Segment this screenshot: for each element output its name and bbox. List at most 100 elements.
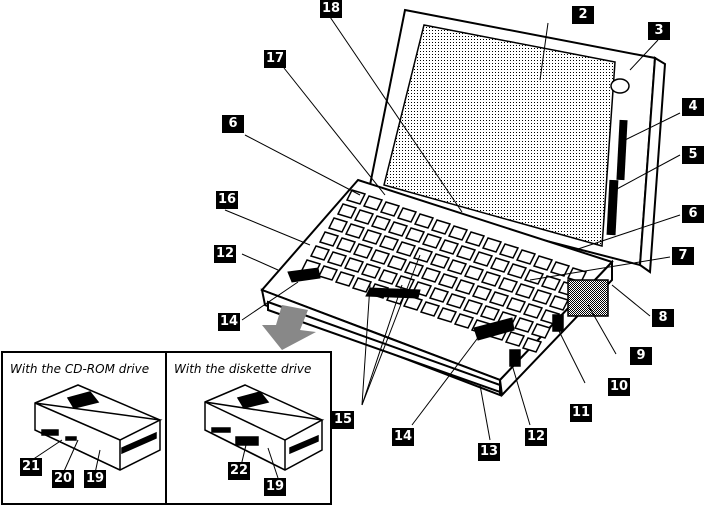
callout-4: 4 (682, 98, 704, 116)
callout-20: 20 (52, 470, 74, 488)
callout-13: 13 (478, 443, 500, 461)
keyboard-key (436, 307, 458, 323)
keyboard-key (505, 297, 527, 313)
callout-6a: 6 (222, 115, 244, 133)
callout-7: 7 (672, 247, 694, 265)
keyboard-key (506, 263, 528, 279)
keyboard-key (420, 267, 442, 283)
callout-21: 21 (20, 458, 42, 476)
keyboard-key (447, 225, 469, 241)
keyboard-key (395, 241, 417, 257)
callout-14a: 14 (218, 313, 240, 331)
keyboard-key (334, 271, 356, 287)
keyboard-key (343, 257, 365, 273)
keyboard-key (548, 295, 570, 311)
keyboard-key (462, 299, 484, 315)
keyboard-key (429, 253, 451, 269)
cdrom-drive-drawing (34, 384, 163, 471)
callout-9: 9 (630, 347, 652, 365)
callout-11: 11 (570, 404, 592, 422)
callout-14b: 14 (392, 428, 414, 446)
keyboard-key (370, 215, 392, 231)
keyboard-key (378, 235, 400, 251)
keyboard-key (480, 271, 502, 287)
keyboard-key (532, 255, 554, 271)
side-ports (509, 279, 609, 367)
keyboard-key (327, 217, 349, 233)
keyboard-key (489, 257, 511, 273)
inset-arrow (262, 305, 316, 350)
callout-22: 22 (228, 462, 250, 480)
keyboard-key (353, 209, 375, 225)
callout-17: 17 (264, 50, 286, 68)
keyboard-key (455, 245, 477, 261)
keyboard-key (531, 289, 553, 305)
keyboard-key (351, 277, 373, 293)
keyboard-key (504, 331, 526, 347)
callout-12a: 12 (214, 245, 236, 263)
callout-19b: 19 (264, 478, 286, 496)
lid-ports (606, 119, 628, 236)
keyboard-key (463, 265, 485, 281)
keyboard-key (387, 221, 409, 237)
callout-10: 10 (608, 378, 630, 396)
callout-6b: 6 (682, 205, 704, 223)
leader-lines (224, 13, 681, 441)
keyboard-key (404, 227, 426, 243)
keyboard-key (428, 287, 450, 303)
callout-19a: 19 (84, 470, 106, 488)
keyboard-key (396, 207, 418, 223)
callout-18: 18 (320, 0, 342, 18)
keyboard-key (472, 251, 494, 267)
keyboard-key (413, 213, 435, 229)
keyboard-key (317, 265, 339, 281)
callout-15: 15 (332, 411, 354, 429)
keyboard-key (515, 249, 537, 265)
keyboard-key (446, 259, 468, 275)
keyboard-key (481, 237, 503, 253)
keyboard-key (421, 233, 443, 249)
keyboard-key (523, 269, 545, 285)
callout-16: 16 (216, 191, 238, 209)
keyboard-key (361, 229, 383, 245)
callout-2: 2 (572, 6, 594, 24)
keyboard-key (549, 261, 571, 277)
keyboard-key (377, 269, 399, 285)
keyboard-key (464, 231, 486, 247)
keyboard-key (437, 273, 459, 289)
keyboard-key (522, 303, 544, 319)
keyboard-key (352, 243, 374, 259)
keyboard-key (454, 279, 476, 295)
keyboard-key (360, 263, 382, 279)
keyboard-key (345, 189, 367, 205)
callout-12b: 12 (525, 428, 547, 446)
keyboard-key (344, 223, 366, 239)
keyboard-key (471, 285, 493, 301)
keyboard-key (498, 243, 520, 259)
keyboard-key (369, 249, 391, 265)
callout-5: 5 (682, 146, 704, 164)
keyboard-key (497, 277, 519, 293)
keyboard-key (362, 195, 384, 211)
inset-title-diskette: With the diskette drive (174, 362, 312, 376)
keyboard-key (419, 301, 441, 317)
keyboard-key (402, 295, 424, 311)
keyboard-key (530, 323, 552, 339)
keyboard-key (445, 293, 467, 309)
keyboard-key (540, 275, 562, 291)
keyboard-key (379, 201, 401, 217)
keyboard-key (309, 245, 331, 261)
keyboard-key (438, 239, 460, 255)
keyboard-key (318, 231, 340, 247)
keyboard-key (488, 291, 510, 307)
keyboard-key (521, 337, 543, 353)
lcd-screen (383, 24, 616, 247)
keyboard-key (479, 305, 501, 321)
callout-3: 3 (648, 22, 670, 40)
status-indicator (610, 78, 630, 94)
keyboard-key (513, 317, 535, 333)
keyboard-key (386, 255, 408, 271)
keyboard-key (336, 203, 358, 219)
